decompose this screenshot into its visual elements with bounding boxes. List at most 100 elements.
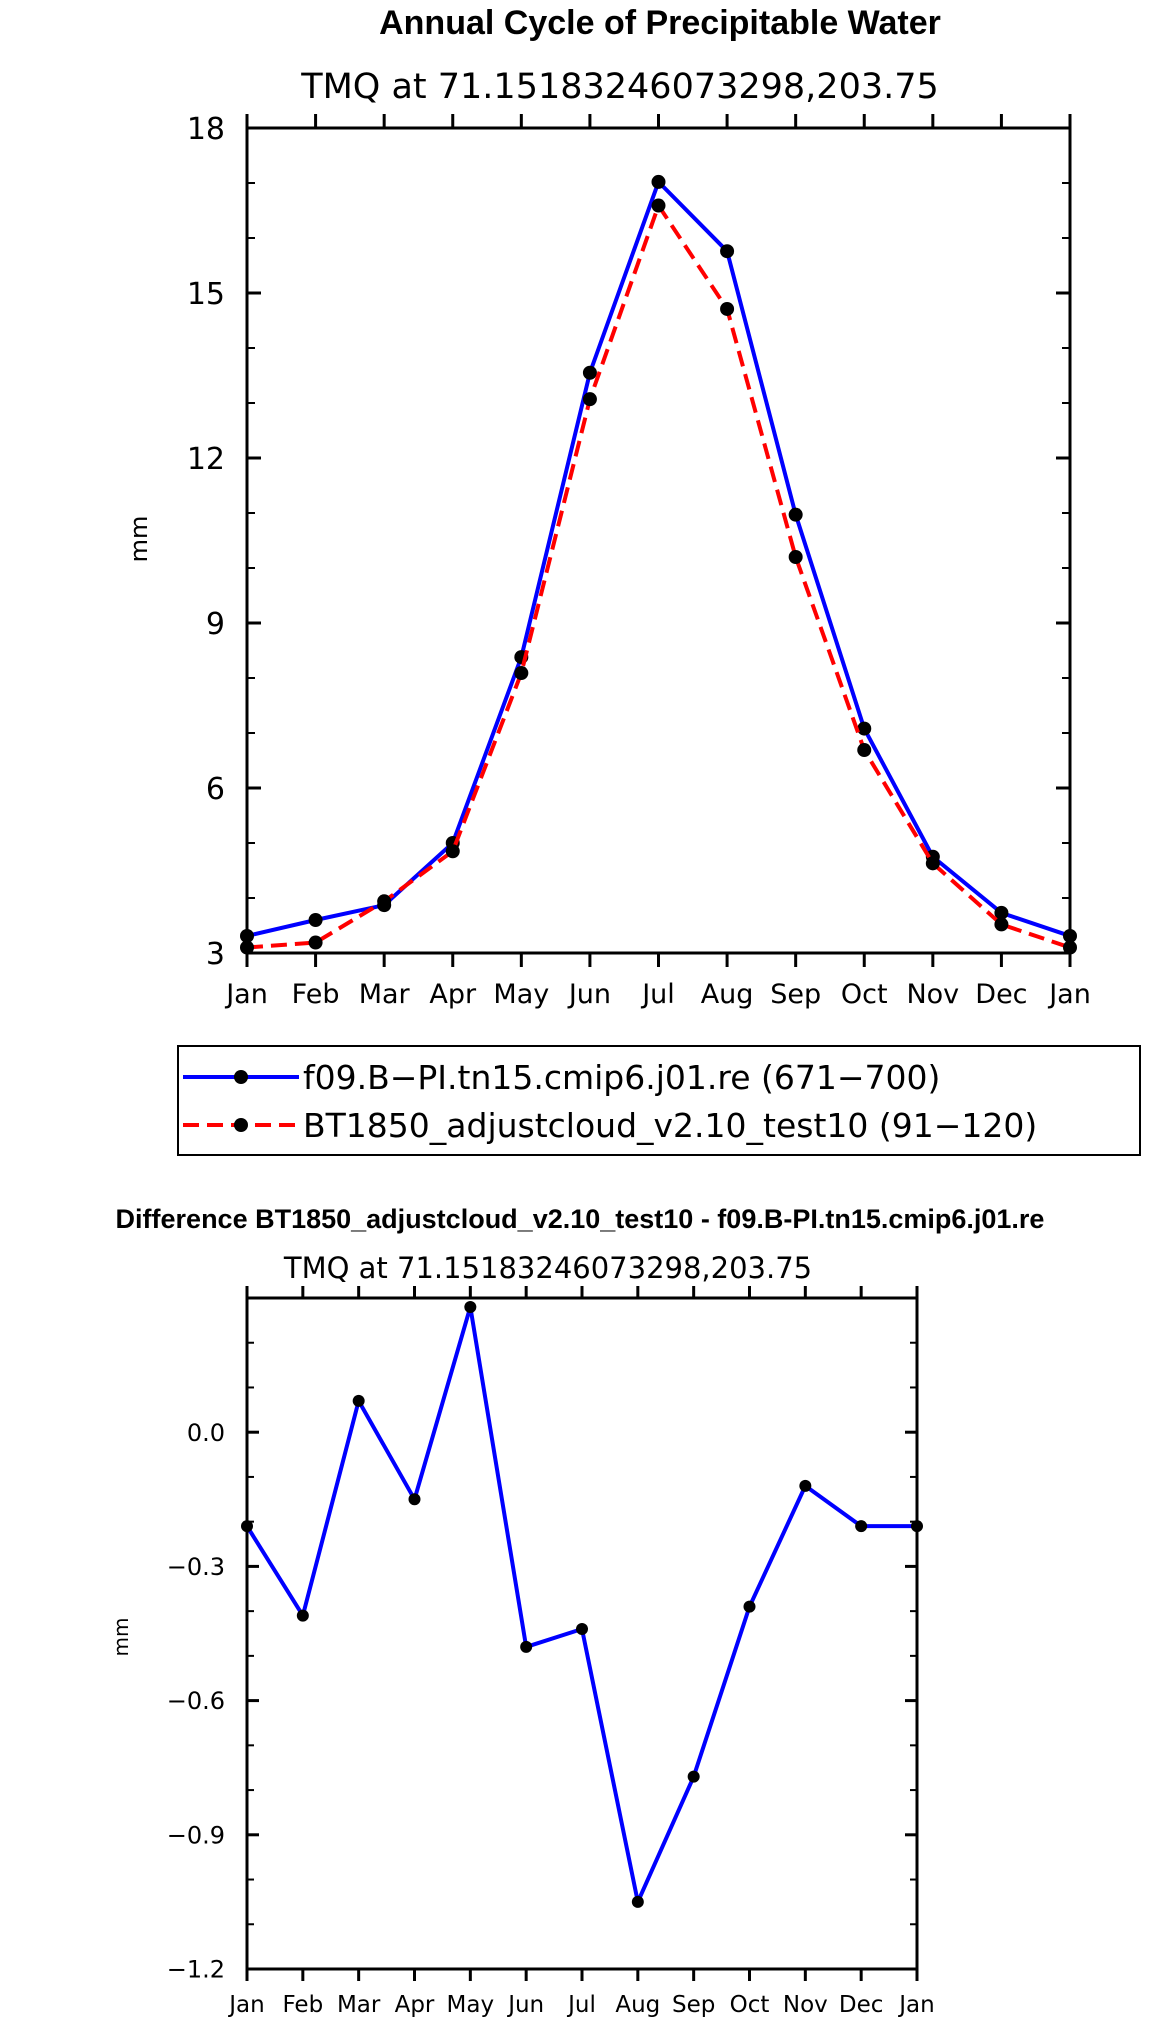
c2-y-tick-label: −0.9 <box>167 1821 225 1849</box>
c1-x-tick-label: Jun <box>567 979 611 1010</box>
c1-y-tick-label: 9 <box>206 607 225 642</box>
legend-label-1: f09.B−PI.tn15.cmip6.j01.re (671−700) <box>303 1058 940 1097</box>
c2-x-tick-label: Feb <box>282 1992 323 2018</box>
c2-x-tick-label: May <box>447 1992 495 2018</box>
c2-series-1-point <box>408 1493 421 1506</box>
c2-x-tick-label: Oct <box>730 1992 770 2018</box>
c2-series-1-point <box>464 1300 477 1313</box>
c2-y-tick-label: −1.2 <box>167 1956 225 1984</box>
chart2-title: Difference BT1850_adjustcloud_v2.10_test… <box>116 1204 1045 1234</box>
chart1-y-tick-labels: 3 6 9 12 15 18 <box>187 112 225 972</box>
c2-series-1-line <box>245 1304 917 1904</box>
c2-series-1-point <box>576 1623 588 1636</box>
chart2-x-tick-labels: Jan Feb Mar Apr May Jun Jul Aug Sep Oct Nov Dec Jan <box>227 1992 934 2018</box>
chart2-series <box>241 1300 923 1908</box>
c2-x-tick-label: Jul <box>566 1992 596 2018</box>
c1-x-tick-label: Oct <box>841 979 888 1010</box>
c2-series-1-point <box>241 1520 253 1533</box>
chart1-subtitle: TMQ at 71.15183246073298,203.75 <box>300 67 939 107</box>
chart2-subtitle: TMQ at 71.15183246073298,203.75 <box>283 1251 812 1285</box>
c1-series-1-point <box>582 365 597 380</box>
c1-series-1-point <box>720 244 735 259</box>
chart2-y-tick-labels: −1.2 −0.9 −0.6 −0.3 0.0 <box>167 1419 225 1984</box>
c1-y-tick-label: 15 <box>187 277 225 312</box>
c2-x-tick-label: Nov <box>783 1992 828 2018</box>
c1-series-2-point <box>514 666 529 681</box>
c2-x-tick-label: Jan <box>227 1992 264 2018</box>
c2-x-tick-label: Sep <box>672 1992 715 2018</box>
c2-y-tick-label: −0.3 <box>167 1553 225 1581</box>
legend-marker-2 <box>234 1118 248 1132</box>
chart1-ticks <box>245 114 1072 967</box>
c1-series-2-point <box>308 935 323 950</box>
c2-series-1-point <box>911 1520 923 1533</box>
c1-x-tick-label: Feb <box>292 979 340 1010</box>
legend-marker-1 <box>234 1070 248 1084</box>
chart2-y-axis-label: mm <box>109 1618 133 1657</box>
c1-x-tick-label: Nov <box>906 979 959 1010</box>
c1-y-tick-label: 18 <box>187 112 225 147</box>
c2-series-1-point <box>520 1640 533 1653</box>
c1-series-2-point <box>1063 940 1077 955</box>
c1-series-2-point <box>857 743 872 758</box>
c1-series-2-point <box>994 917 1009 932</box>
legend-box <box>177 1045 1141 1156</box>
c1-series-1-point <box>857 721 872 736</box>
c2-series-1-point <box>631 1895 644 1908</box>
chart1-title: Annual Cycle of Precipitable Water <box>379 4 941 42</box>
c2-x-tick-label: Mar <box>337 1992 381 2018</box>
c1-series-1-point <box>1063 928 1077 943</box>
c1-x-tick-label: May <box>493 979 549 1010</box>
c2-x-tick-label: Dec <box>839 1992 884 2018</box>
c1-x-tick-label: Mar <box>359 979 411 1010</box>
c1-x-tick-label: Aug <box>701 979 754 1010</box>
c1-x-tick-label: Jan <box>1047 979 1091 1010</box>
chart1-y-axis-label: mm <box>125 516 153 563</box>
c1-x-tick-label: Jul <box>640 979 675 1010</box>
chart-difference: Difference BT1850_adjustcloud_v2.10_test… <box>109 1204 1044 2018</box>
c2-series-1-point <box>855 1520 868 1533</box>
c1-y-tick-label: 12 <box>187 442 225 477</box>
c2-y-tick-label: −0.6 <box>167 1687 225 1715</box>
chart1-plot-frame <box>245 126 1072 955</box>
c1-x-tick-label: Apr <box>429 979 477 1010</box>
c1-series-2-point <box>720 301 735 316</box>
c1-x-tick-label: Sep <box>770 979 821 1010</box>
legend-label-2: BT1850_adjustcloud_v2.10_test10 (91−120) <box>303 1106 1037 1145</box>
c2-x-tick-label: Apr <box>395 1992 435 2018</box>
c1-series-2-point <box>582 392 597 407</box>
c2-series-1-point <box>296 1609 309 1622</box>
c2-series-1-point <box>687 1770 700 1783</box>
c2-series-1-point <box>743 1600 756 1613</box>
c1-series-2-point <box>925 856 940 871</box>
c1-series-2-point <box>651 198 666 213</box>
c1-y-tick-label: 6 <box>206 772 225 807</box>
c1-y-tick-label: 3 <box>206 937 225 972</box>
c1-series-1-point <box>994 905 1009 920</box>
c1-series-1-point <box>308 913 323 927</box>
c1-series-2-point <box>377 894 392 909</box>
c1-series-2-point <box>240 940 254 955</box>
chart-annual-cycle: Annual Cycle of Precipitable Water TMQ a… <box>125 4 1141 1156</box>
c1-series-1-line <box>246 179 1071 938</box>
c1-series-1-point <box>240 928 254 943</box>
c2-series-1-point <box>799 1479 812 1492</box>
legend-entry-1: f09.B−PI.tn15.cmip6.j01.re (671−700) <box>183 1058 940 1097</box>
c1-series-2-point <box>445 844 460 859</box>
c2-series-1-point <box>352 1394 365 1407</box>
c2-x-tick-label: Aug <box>615 1992 660 2018</box>
legend-entry-2: BT1850_adjustcloud_v2.10_test10 (91−120) <box>183 1106 1037 1145</box>
chart1-series <box>240 174 1077 955</box>
c2-x-tick-label: Jan <box>897 1992 934 2018</box>
c1-x-tick-label: Jan <box>224 979 268 1010</box>
c2-x-tick-label: Jun <box>506 1992 544 2018</box>
c1-series-1-point <box>788 507 803 522</box>
chart1-legend: f09.B−PI.tn15.cmip6.j01.re (671−700) BT1… <box>177 1045 1141 1156</box>
c1-series-2-line <box>246 203 1071 950</box>
c1-series-1-point <box>651 174 666 189</box>
c1-x-tick-label: Dec <box>975 979 1027 1010</box>
chart1-x-tick-labels: Jan Feb Mar Apr May Jun Jul Aug Sep Oct Nov Dec Jan <box>224 979 1091 1010</box>
c1-series-2-point <box>788 550 803 564</box>
c2-y-tick-label: 0.0 <box>187 1419 225 1447</box>
